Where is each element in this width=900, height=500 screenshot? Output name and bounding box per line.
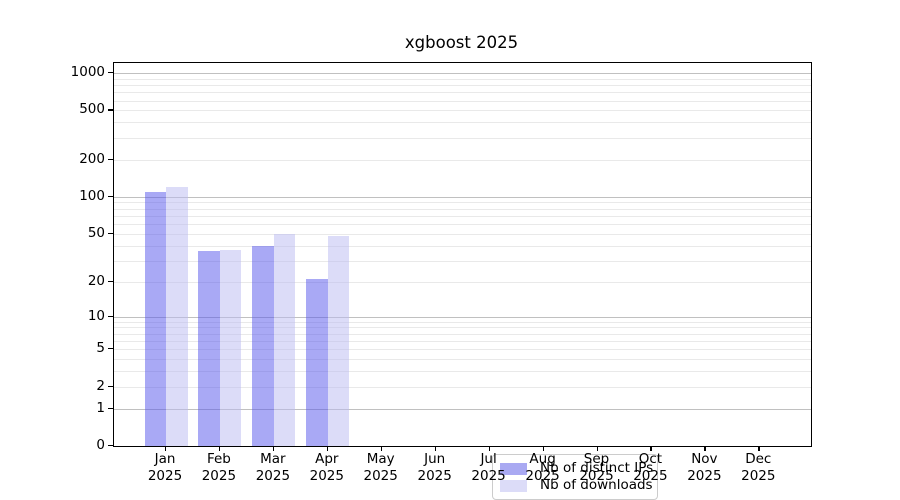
y-tick-mark-2 xyxy=(108,385,113,387)
y-tick-mark-10 xyxy=(108,315,113,317)
gridline-1 xyxy=(114,408,811,410)
gridline-1000 xyxy=(114,72,811,74)
y-tick-label-50: 50 xyxy=(87,224,105,241)
y-tick-mark-50 xyxy=(108,232,113,234)
x-tick-mark-aug xyxy=(542,447,544,451)
bar-apr-distinct-ips xyxy=(306,279,328,446)
gridline-3 xyxy=(114,371,811,373)
x-tick-mark-apr xyxy=(326,447,329,451)
chart-title: xgboost 2025 xyxy=(404,33,519,52)
gridline-900 xyxy=(114,78,811,80)
bar-mar-downloads xyxy=(273,233,296,446)
y-tick-label-100: 100 xyxy=(79,187,105,204)
legend-label-downloads: Nb of downloads xyxy=(540,477,653,493)
x-tick-label-jul: Jul 2025 xyxy=(471,451,506,484)
y-tick-label-1000: 1000 xyxy=(70,63,105,80)
gridline-7 xyxy=(114,333,811,335)
legend-item-downloads: Nb of downloads xyxy=(500,477,653,494)
x-tick-mark-nov xyxy=(704,447,706,451)
bar-apr-downloads xyxy=(327,235,350,446)
y-tick-label-5: 5 xyxy=(96,340,105,357)
y-tick-mark-0 xyxy=(108,445,113,447)
legend: Nb of distinct IPs Nb of downloads xyxy=(492,454,658,500)
x-tick-label-jan: Jan 2025 xyxy=(147,451,183,484)
gridline-2 xyxy=(114,386,811,388)
gridline-400 xyxy=(114,122,811,124)
y-tick-label-20: 20 xyxy=(87,272,105,289)
y-tick-label-500: 500 xyxy=(79,101,105,118)
gridline-4 xyxy=(114,359,811,361)
x-tick-mark-jan xyxy=(165,447,167,451)
y-tick-label-200: 200 xyxy=(79,150,105,167)
gridline-600 xyxy=(114,100,811,102)
y-tick-label-2: 2 xyxy=(96,377,105,394)
gridline-80 xyxy=(114,208,811,210)
x-tick-label-may: May 2025 xyxy=(363,451,398,484)
legend-swatch-downloads-icon xyxy=(500,479,527,492)
legend-label-distinct-ips: Nb of distinct IPs xyxy=(540,460,654,476)
x-tick-mark-dec xyxy=(758,447,760,451)
gridline-5 xyxy=(114,349,811,351)
x-tick-mark-oct xyxy=(650,447,652,451)
y-tick-mark-100 xyxy=(108,195,113,198)
gridline-9 xyxy=(114,321,811,323)
x-tick-mark-jul xyxy=(488,447,490,451)
gridline-70 xyxy=(114,215,811,217)
x-tick-label-mar: Mar 2025 xyxy=(255,451,291,484)
x-tick-mark-feb xyxy=(218,447,221,451)
x-tick-label-jun: Jun 2025 xyxy=(417,451,452,484)
y-tick-label-1: 1 xyxy=(96,399,105,416)
y-tick-mark-5 xyxy=(108,348,113,350)
bar-mar-distinct-ips xyxy=(252,245,274,446)
gridline-50 xyxy=(114,233,811,235)
gridline-40 xyxy=(114,245,811,247)
plot-area: Nb of distinct IPs Nb of downloads xyxy=(113,62,812,500)
x-tick-label-oct: Oct 2025 xyxy=(633,451,668,484)
gridline-10 xyxy=(114,316,811,318)
x-tick-mark-mar xyxy=(272,447,275,451)
x-tick-label-nov: Nov 2025 xyxy=(687,451,722,484)
gridline-500 xyxy=(114,110,811,112)
gridline-90 xyxy=(114,202,811,204)
x-tick-label-sep: Sep 2025 xyxy=(579,451,614,484)
x-tick-mark-jun xyxy=(434,447,436,451)
gridline-6 xyxy=(114,340,811,342)
bar-feb-downloads xyxy=(219,249,242,446)
y-tick-label-10: 10 xyxy=(87,307,105,324)
gridline-800 xyxy=(114,85,811,86)
x-tick-label-feb: Feb 2025 xyxy=(201,451,237,484)
gridline-8 xyxy=(114,327,811,329)
bar-jan-distinct-ips xyxy=(144,191,166,446)
gridline-20 xyxy=(114,281,811,283)
y-tick-mark-20 xyxy=(108,280,113,282)
y-tick-label-0: 0 xyxy=(96,437,105,453)
gridline-60 xyxy=(114,224,811,225)
x-tick-mark-sep xyxy=(596,447,598,451)
gridline-30 xyxy=(114,260,811,262)
y-tick-mark-1 xyxy=(108,407,113,409)
x-tick-label-apr: Apr 2025 xyxy=(309,451,344,484)
y-tick-mark-1000 xyxy=(108,71,113,74)
y-tick-mark-200 xyxy=(108,158,113,160)
x-tick-label-dec: Dec 2025 xyxy=(741,451,776,484)
x-tick-label-aug: Aug 2025 xyxy=(525,451,560,484)
legend-swatch-distinct-ips-icon xyxy=(500,462,527,475)
bar-jan-downloads xyxy=(166,187,188,446)
legend-item-distinct-ips: Nb of distinct IPs xyxy=(500,460,653,477)
gridline-700 xyxy=(114,92,811,94)
gridline-300 xyxy=(114,137,811,139)
x-tick-mark-may xyxy=(380,447,382,451)
gridline-200 xyxy=(114,159,811,161)
bar-feb-distinct-ips xyxy=(198,251,220,446)
gridline-100 xyxy=(114,196,811,198)
y-tick-mark-500 xyxy=(108,109,113,111)
